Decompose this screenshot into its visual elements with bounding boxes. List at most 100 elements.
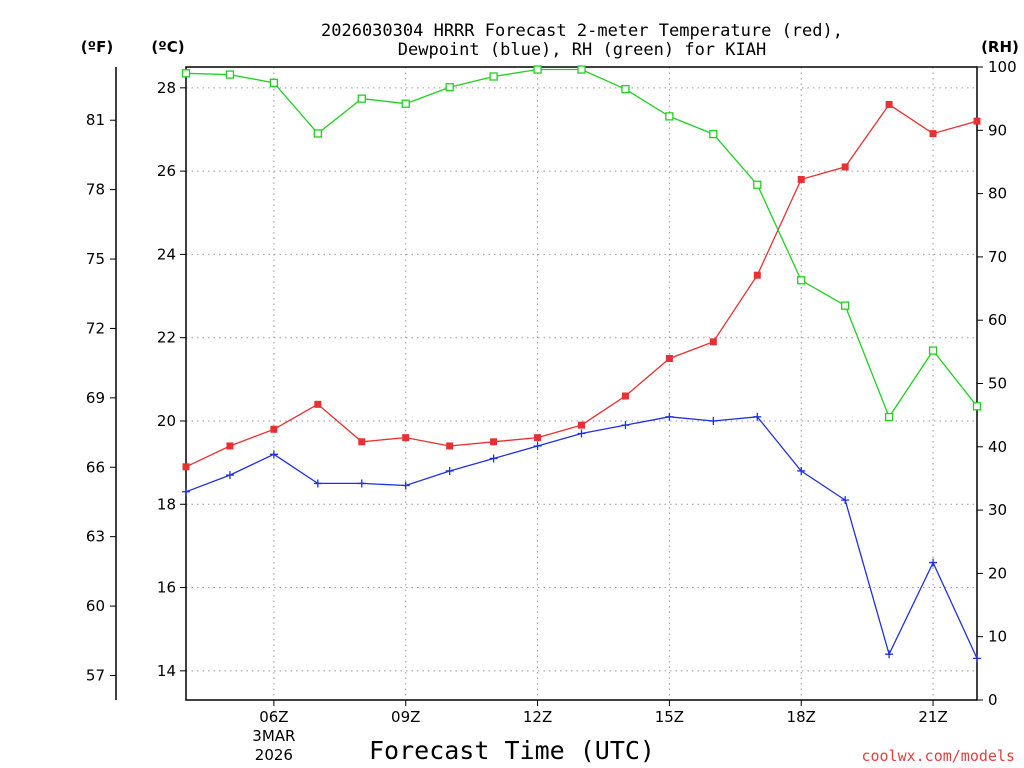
dewpoint-point [797, 466, 806, 475]
rh-tick-label: 10 [988, 628, 1007, 646]
celsius-tick-label: 22 [157, 329, 176, 347]
rh-point [753, 180, 762, 189]
x-tick-label: 18Z [787, 708, 816, 726]
grid-lines [186, 67, 977, 700]
fahrenheit-tick-label: 78 [86, 181, 105, 199]
dewpoint-point [577, 429, 586, 438]
celsius-tick-label: 26 [157, 162, 176, 180]
dewpoint-point [445, 466, 454, 475]
dewpoint-point [182, 487, 190, 496]
rh-point [401, 99, 410, 108]
temperature-point [358, 438, 366, 446]
rh-tick-label: 90 [988, 121, 1007, 139]
x-tick-sublabel: 2026 [255, 746, 293, 764]
rh-point [313, 129, 322, 138]
rh-point [972, 402, 982, 411]
rh-point [225, 70, 235, 79]
dewpoint-point [621, 421, 630, 430]
rh-point [665, 112, 674, 121]
fahrenheit-tick-label: 57 [86, 666, 105, 684]
fahrenheit-tick-label: 63 [86, 528, 105, 546]
temperature-point [885, 100, 893, 108]
x-tick-label: 09Z [391, 708, 420, 726]
rh-point [533, 65, 542, 74]
rh-tick-label: 20 [988, 564, 1007, 582]
temperature-point [402, 434, 410, 442]
dewpoint-point [533, 441, 542, 450]
celsius-tick-label: 16 [157, 579, 176, 597]
celsius-tick-label: 18 [157, 495, 176, 513]
rh-point [884, 412, 894, 422]
x-tick-sublabel: 3MAR [252, 727, 295, 745]
axes: 14 16 18 20 22 24 26 28 57 60 63 66 69 72 75 78 81 0 10 20 3… [86, 58, 1017, 764]
dewpoint-point [709, 416, 718, 425]
celsius-tick-label: 20 [157, 412, 176, 430]
temperature-point [226, 442, 234, 450]
temperature-point [270, 425, 278, 433]
dewpoint-point [753, 412, 762, 421]
rh-point [181, 69, 191, 78]
dewpoint-point [841, 496, 850, 505]
dewpoint-point [269, 450, 278, 459]
dewpoint-point [665, 412, 674, 421]
temperature-point [534, 434, 542, 442]
fahrenheit-tick-label: 66 [86, 458, 105, 476]
rh-point [797, 276, 806, 285]
temperature-point [314, 400, 322, 408]
dewpoint-point [489, 454, 498, 463]
rh-point [621, 85, 630, 94]
fahrenheit-tick-label: 69 [86, 389, 105, 407]
rh-tick-label: 60 [988, 311, 1007, 329]
x-tick-label: 15Z [655, 708, 684, 726]
temperature-point [446, 442, 454, 450]
rh-tick-label: 30 [988, 501, 1007, 519]
dewpoint-line [185, 416, 978, 659]
temperature-point [797, 175, 805, 183]
rh-point [489, 72, 498, 81]
rh-tick-label: 70 [988, 248, 1007, 266]
temperature-point [621, 392, 629, 400]
temperature-point [841, 163, 849, 171]
rh-line [185, 68, 978, 419]
rh-tick-label: 0 [988, 691, 998, 709]
dewpoint-point [357, 479, 366, 488]
temperature-point [753, 271, 761, 279]
rh-tick-label: 40 [988, 438, 1007, 456]
rh-point [357, 94, 366, 103]
x-tick-label: 06Z [259, 708, 288, 726]
celsius-tick-label: 28 [157, 79, 176, 97]
fahrenheit-tick-label: 81 [86, 111, 105, 129]
temperature-point [182, 463, 190, 471]
rh-point [709, 129, 718, 139]
rh-point [445, 83, 454, 92]
celsius-tick-label: 14 [157, 662, 176, 680]
celsius-unit-label: (ºC) [151, 38, 184, 56]
site-credit: coolwx.com/models [861, 747, 1015, 765]
temperature-point [490, 438, 498, 446]
fahrenheit-tick-label: 75 [86, 250, 105, 268]
fahrenheit-tick-label: 72 [86, 319, 105, 337]
rh-unit-label: (RH) [981, 38, 1019, 56]
celsius-tick-label: 24 [157, 245, 176, 263]
fahrenheit-tick-label: 60 [86, 597, 105, 615]
fahrenheit-unit-label: (ºF) [81, 38, 113, 56]
x-axis-title: Forecast Time (UTC) [369, 736, 655, 765]
rh-point [269, 78, 279, 87]
rh-point [577, 65, 586, 74]
x-tick-label: 21Z [918, 708, 947, 726]
dewpoint-point [225, 471, 234, 480]
plot-frame [185, 66, 978, 701]
temperature-point [973, 117, 981, 125]
dewpoint-point [929, 558, 938, 567]
dewpoint-point [885, 650, 894, 659]
dewpoint-point [313, 479, 322, 488]
chart-title-line1: 2026030304 HRRR Forecast 2-meter Tempera… [321, 21, 843, 41]
data-series [181, 65, 982, 663]
rh-tick-label: 100 [988, 58, 1017, 76]
temperature-point [665, 355, 673, 363]
chart-title-line2: Dewpoint (blue), RH (green) for KIAH [398, 40, 766, 60]
dewpoint-point [401, 481, 410, 490]
temperature-point [578, 421, 585, 429]
temperature-point [929, 130, 937, 138]
